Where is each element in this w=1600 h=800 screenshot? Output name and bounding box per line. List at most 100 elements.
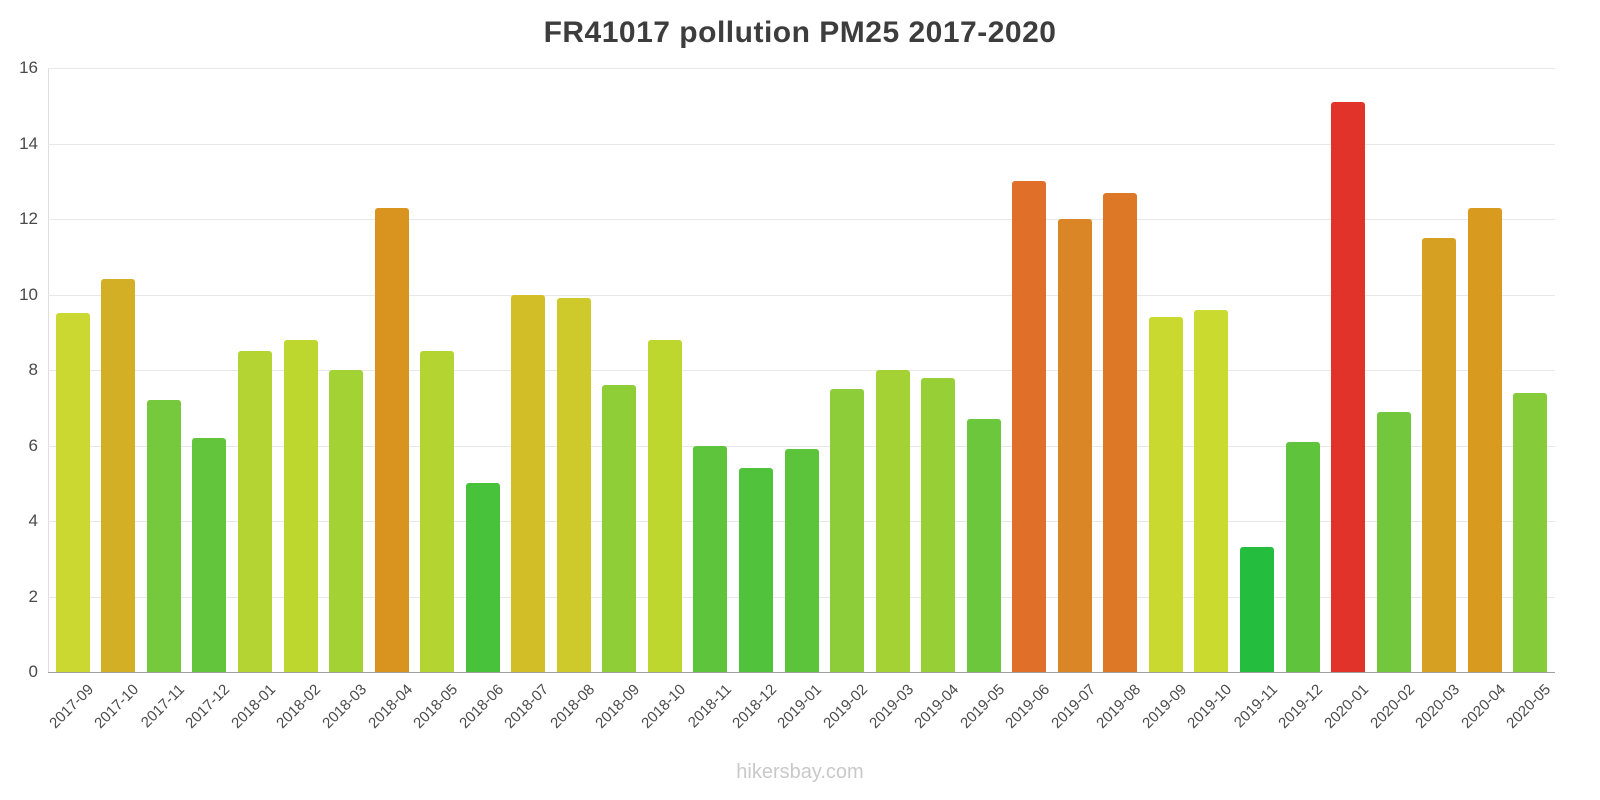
bar-2019-12[interactable] xyxy=(1285,441,1320,672)
bar-2017-11[interactable] xyxy=(146,400,181,672)
bar-2019-09[interactable] xyxy=(1148,317,1183,672)
bar-slot: 2019-05 xyxy=(957,68,1008,732)
bar-2020-04[interactable] xyxy=(1467,207,1502,672)
bar-2019-04[interactable] xyxy=(921,377,956,672)
x-tick-label: 2019-01 xyxy=(774,681,826,732)
bar-2019-11[interactable] xyxy=(1239,547,1274,672)
bar-slot: 2018-06 xyxy=(456,68,507,732)
bar-2017-09[interactable] xyxy=(55,313,90,672)
bar-2017-10[interactable] xyxy=(101,279,136,672)
bar-slot: 2018-05 xyxy=(410,68,461,732)
x-tick-label: 2019-12 xyxy=(1275,681,1327,732)
bar-2020-05[interactable] xyxy=(1513,392,1548,672)
bar-2019-06[interactable] xyxy=(1012,181,1047,672)
x-tick-label: 2019-08 xyxy=(1093,681,1145,732)
bar-2018-09[interactable] xyxy=(602,385,637,672)
x-tick-label: 2019-02 xyxy=(820,681,872,732)
gridline-16 xyxy=(48,68,1555,69)
x-tick-label: 2018-11 xyxy=(684,681,735,732)
x-tick-label: 2018-02 xyxy=(273,681,325,732)
x-tick-label: 2018-06 xyxy=(455,681,507,732)
bar-2018-10[interactable] xyxy=(647,339,682,672)
x-tick-label: 2019-04 xyxy=(911,681,963,732)
y-tick-label-12: 12 xyxy=(19,209,38,228)
bar-2018-11[interactable] xyxy=(693,445,728,672)
bar-slot: 2018-08 xyxy=(547,68,598,732)
x-tick-label: 2017-11 xyxy=(137,681,188,732)
plot-area: 0 2 4 6 8 10 12 14 16 2017-09 2017-10 2017-11 2017-1… xyxy=(19,58,1555,732)
bar-2019-02[interactable] xyxy=(830,388,865,672)
bar-2019-05[interactable] xyxy=(966,419,1001,672)
bar-2018-04[interactable] xyxy=(374,207,409,672)
x-tick-label: 2020-01 xyxy=(1321,681,1373,732)
x-tick-label: 2020-02 xyxy=(1366,681,1418,732)
bar-2018-12[interactable] xyxy=(738,468,773,672)
bar-2019-07[interactable] xyxy=(1057,219,1092,672)
bar-slot: 2020-03 xyxy=(1412,68,1463,732)
bar-slot: 2018-01 xyxy=(228,68,279,732)
x-tick-label: 2018-10 xyxy=(637,681,689,732)
x-tick-label: 2018-08 xyxy=(546,681,598,732)
bar-2018-03[interactable] xyxy=(329,370,364,672)
x-tick-label: 2019-09 xyxy=(1138,681,1190,732)
bar-slot: 2018-07 xyxy=(501,68,552,732)
bar-slot: 2019-03 xyxy=(866,68,917,732)
bar-slot: 2018-11 xyxy=(684,68,734,731)
bar-slot: 2018-03 xyxy=(319,68,370,732)
bar-slot: 2017-12 xyxy=(182,68,233,732)
x-tick-label: 2017-10 xyxy=(91,681,143,732)
x-tick-label: 2020-05 xyxy=(1503,681,1555,732)
x-tick-label: 2018-05 xyxy=(410,681,462,732)
x-tick-label: 2018-07 xyxy=(501,681,553,732)
x-tick-label: 2018-12 xyxy=(729,681,781,732)
x-tick-label: 2017-09 xyxy=(45,681,97,732)
bar-2017-12[interactable] xyxy=(192,437,227,672)
bar-2018-02[interactable] xyxy=(283,339,318,672)
bar-2019-03[interactable] xyxy=(875,370,910,672)
bar-slot: 2019-01 xyxy=(775,68,826,732)
x-tick-label: 2019-07 xyxy=(1047,681,1099,732)
bar-2019-08[interactable] xyxy=(1103,192,1138,672)
bar-2020-01[interactable] xyxy=(1331,101,1366,672)
bar-2018-05[interactable] xyxy=(420,351,455,672)
x-tick-label: 2018-01 xyxy=(228,681,279,732)
x-tick-label: 2019-10 xyxy=(1184,681,1236,732)
gridline-6 xyxy=(48,445,1555,447)
bar-slot: 2020-01 xyxy=(1321,68,1372,732)
x-tick-label: 2018-03 xyxy=(319,681,371,732)
bar-2020-02[interactable] xyxy=(1376,411,1411,672)
y-tick-label-0: 0 xyxy=(28,662,38,681)
x-tick-label: 2020-04 xyxy=(1457,681,1509,732)
x-tick-label: 2019-06 xyxy=(1002,681,1054,732)
bar-2019-01[interactable] xyxy=(784,449,819,672)
bar-slot: 2018-09 xyxy=(592,68,643,732)
bar-slot: 2017-11 xyxy=(138,68,188,731)
gridline-12 xyxy=(48,219,1555,220)
bar-slot: 2018-10 xyxy=(638,68,689,732)
bar-2018-07[interactable] xyxy=(511,294,546,672)
y-tick-label-2: 2 xyxy=(28,586,38,606)
x-tick-label: 2019-11 xyxy=(1230,681,1282,732)
x-tick-label: 2019-03 xyxy=(865,681,917,732)
bar-slot: 2018-12 xyxy=(729,68,780,732)
y-tick-label-10: 10 xyxy=(19,284,38,304)
bar-slot: 2019-08 xyxy=(1093,68,1144,732)
bar-2018-01[interactable] xyxy=(237,351,272,672)
bar-slot: 2017-09 xyxy=(46,68,97,732)
bar-slot: 2020-02 xyxy=(1367,68,1418,732)
bar-2018-08[interactable] xyxy=(556,298,591,672)
bar-slot: 2019-06 xyxy=(1002,68,1053,732)
bar-2020-03[interactable] xyxy=(1422,237,1457,672)
y-tick-label-14: 14 xyxy=(19,133,38,153)
bar-slot: 2019-07 xyxy=(1048,68,1099,732)
bar-slot: 2020-04 xyxy=(1458,68,1509,732)
bar-slot: 2019-09 xyxy=(1139,68,1190,732)
gridline-14 xyxy=(48,143,1555,145)
y-tick-label-8: 8 xyxy=(28,360,38,379)
bar-2018-06[interactable] xyxy=(465,483,500,672)
gridline-8 xyxy=(48,370,1555,371)
gridline-10 xyxy=(48,294,1555,296)
bar-2019-10[interactable] xyxy=(1194,309,1229,672)
x-tick-label: 2018-04 xyxy=(364,681,416,732)
bar-slot: 2019-10 xyxy=(1185,68,1235,732)
